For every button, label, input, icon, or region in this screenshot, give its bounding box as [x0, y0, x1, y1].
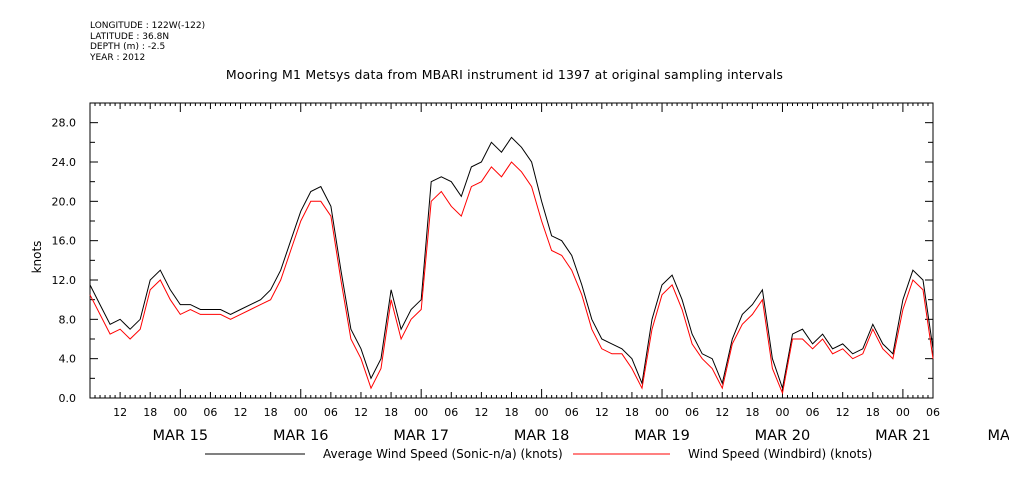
x-day-label: MAR 17: [393, 428, 449, 444]
x-day-label: MAR 21: [875, 428, 931, 444]
y-tick-label: 8.0: [59, 313, 77, 326]
x-hour-label: 12: [474, 406, 488, 419]
x-hour-label: 00: [655, 406, 669, 419]
x-hour-label: 18: [505, 406, 519, 419]
x-hour-label: 18: [866, 406, 880, 419]
x-hour-label: 06: [685, 406, 699, 419]
x-hour-label: 18: [625, 406, 639, 419]
x-hour-label: 12: [715, 406, 729, 419]
year-label: YEAR : 2012: [90, 52, 146, 63]
x-hour-label: 00: [414, 406, 428, 419]
x-hour-label: 18: [143, 406, 157, 419]
x-day-label: MAR 22: [988, 428, 1009, 444]
x-hour-label: 06: [926, 406, 940, 419]
x-hour-label: 18: [384, 406, 398, 419]
x-hour-label: 12: [836, 406, 850, 419]
y-tick-label: 24.0: [52, 156, 77, 169]
plot-frame: [89, 102, 934, 399]
x-hour-label: 12: [354, 406, 368, 419]
chart-title: Mooring M1 Metsys data from MBARI instru…: [225, 67, 784, 82]
y-tick-label: 0.0: [59, 392, 77, 405]
y-axis: 0.0 4.0 8.0 12.0 16.0 20.0 24.0 28.0: [52, 102, 933, 405]
x-day-label: MAR 20: [755, 428, 811, 444]
x-hour-label: 06: [565, 406, 579, 419]
x-hour-label: 00: [173, 406, 187, 419]
x-hour-label: 06: [324, 406, 338, 419]
x-hour-label: 06: [203, 406, 217, 419]
series-line-sonic: [89, 136, 934, 391]
x-hour-label: 00: [896, 406, 910, 419]
x-hour-label: 06: [444, 406, 458, 419]
x-day-label: MAR 15: [153, 428, 209, 444]
y-tick-label: 16.0: [52, 235, 77, 248]
series-line-windbird: [89, 161, 934, 395]
x-day-label: MAR 16: [273, 428, 329, 444]
x-hour-label: 18: [264, 406, 278, 419]
x-hour-label: 12: [595, 406, 609, 419]
x-axis: 12 18 00 06 12 18 00 06 12 18 00 06 12 18 00 06 12 18 00 06…: [89, 103, 1009, 444]
x-hour-label: 12: [234, 406, 248, 419]
depth-label: DEPTH (m) : -2.5: [90, 42, 166, 52]
x-hour-label: 00: [535, 406, 549, 419]
legend-label: Average Wind Speed (Sonic-n/a) (knots): [323, 447, 563, 461]
x-hour-label: 00: [775, 406, 789, 419]
y-axis-label: knots: [30, 241, 44, 274]
legend-label: Wind Speed (Windbird) (knots): [688, 447, 872, 461]
metadata-block: LONGITUDE : 122W(-122) LATITUDE : 36.8N …: [90, 21, 205, 63]
x-hour-label: 06: [806, 406, 820, 419]
longitude-label: LONGITUDE : 122W(-122): [90, 21, 206, 31]
legend: Average Wind Speed (Sonic-n/a) (knots) Wi…: [205, 447, 872, 461]
y-tick-label: 12.0: [52, 274, 77, 287]
plot-border: [89, 102, 934, 399]
x-day-label: MAR 18: [514, 428, 570, 444]
x-day-label: MAR 19: [634, 428, 690, 444]
x-hour-label: 18: [745, 406, 759, 419]
y-tick-label: 4.0: [59, 353, 77, 366]
x-hour-label: 00: [294, 406, 308, 419]
x-hour-label: 12: [113, 406, 127, 419]
series-group: [89, 136, 934, 395]
y-tick-label: 20.0: [52, 195, 77, 208]
latitude-label: LATITUDE : 36.8N: [90, 31, 170, 42]
y-tick-label: 28.0: [52, 117, 77, 130]
